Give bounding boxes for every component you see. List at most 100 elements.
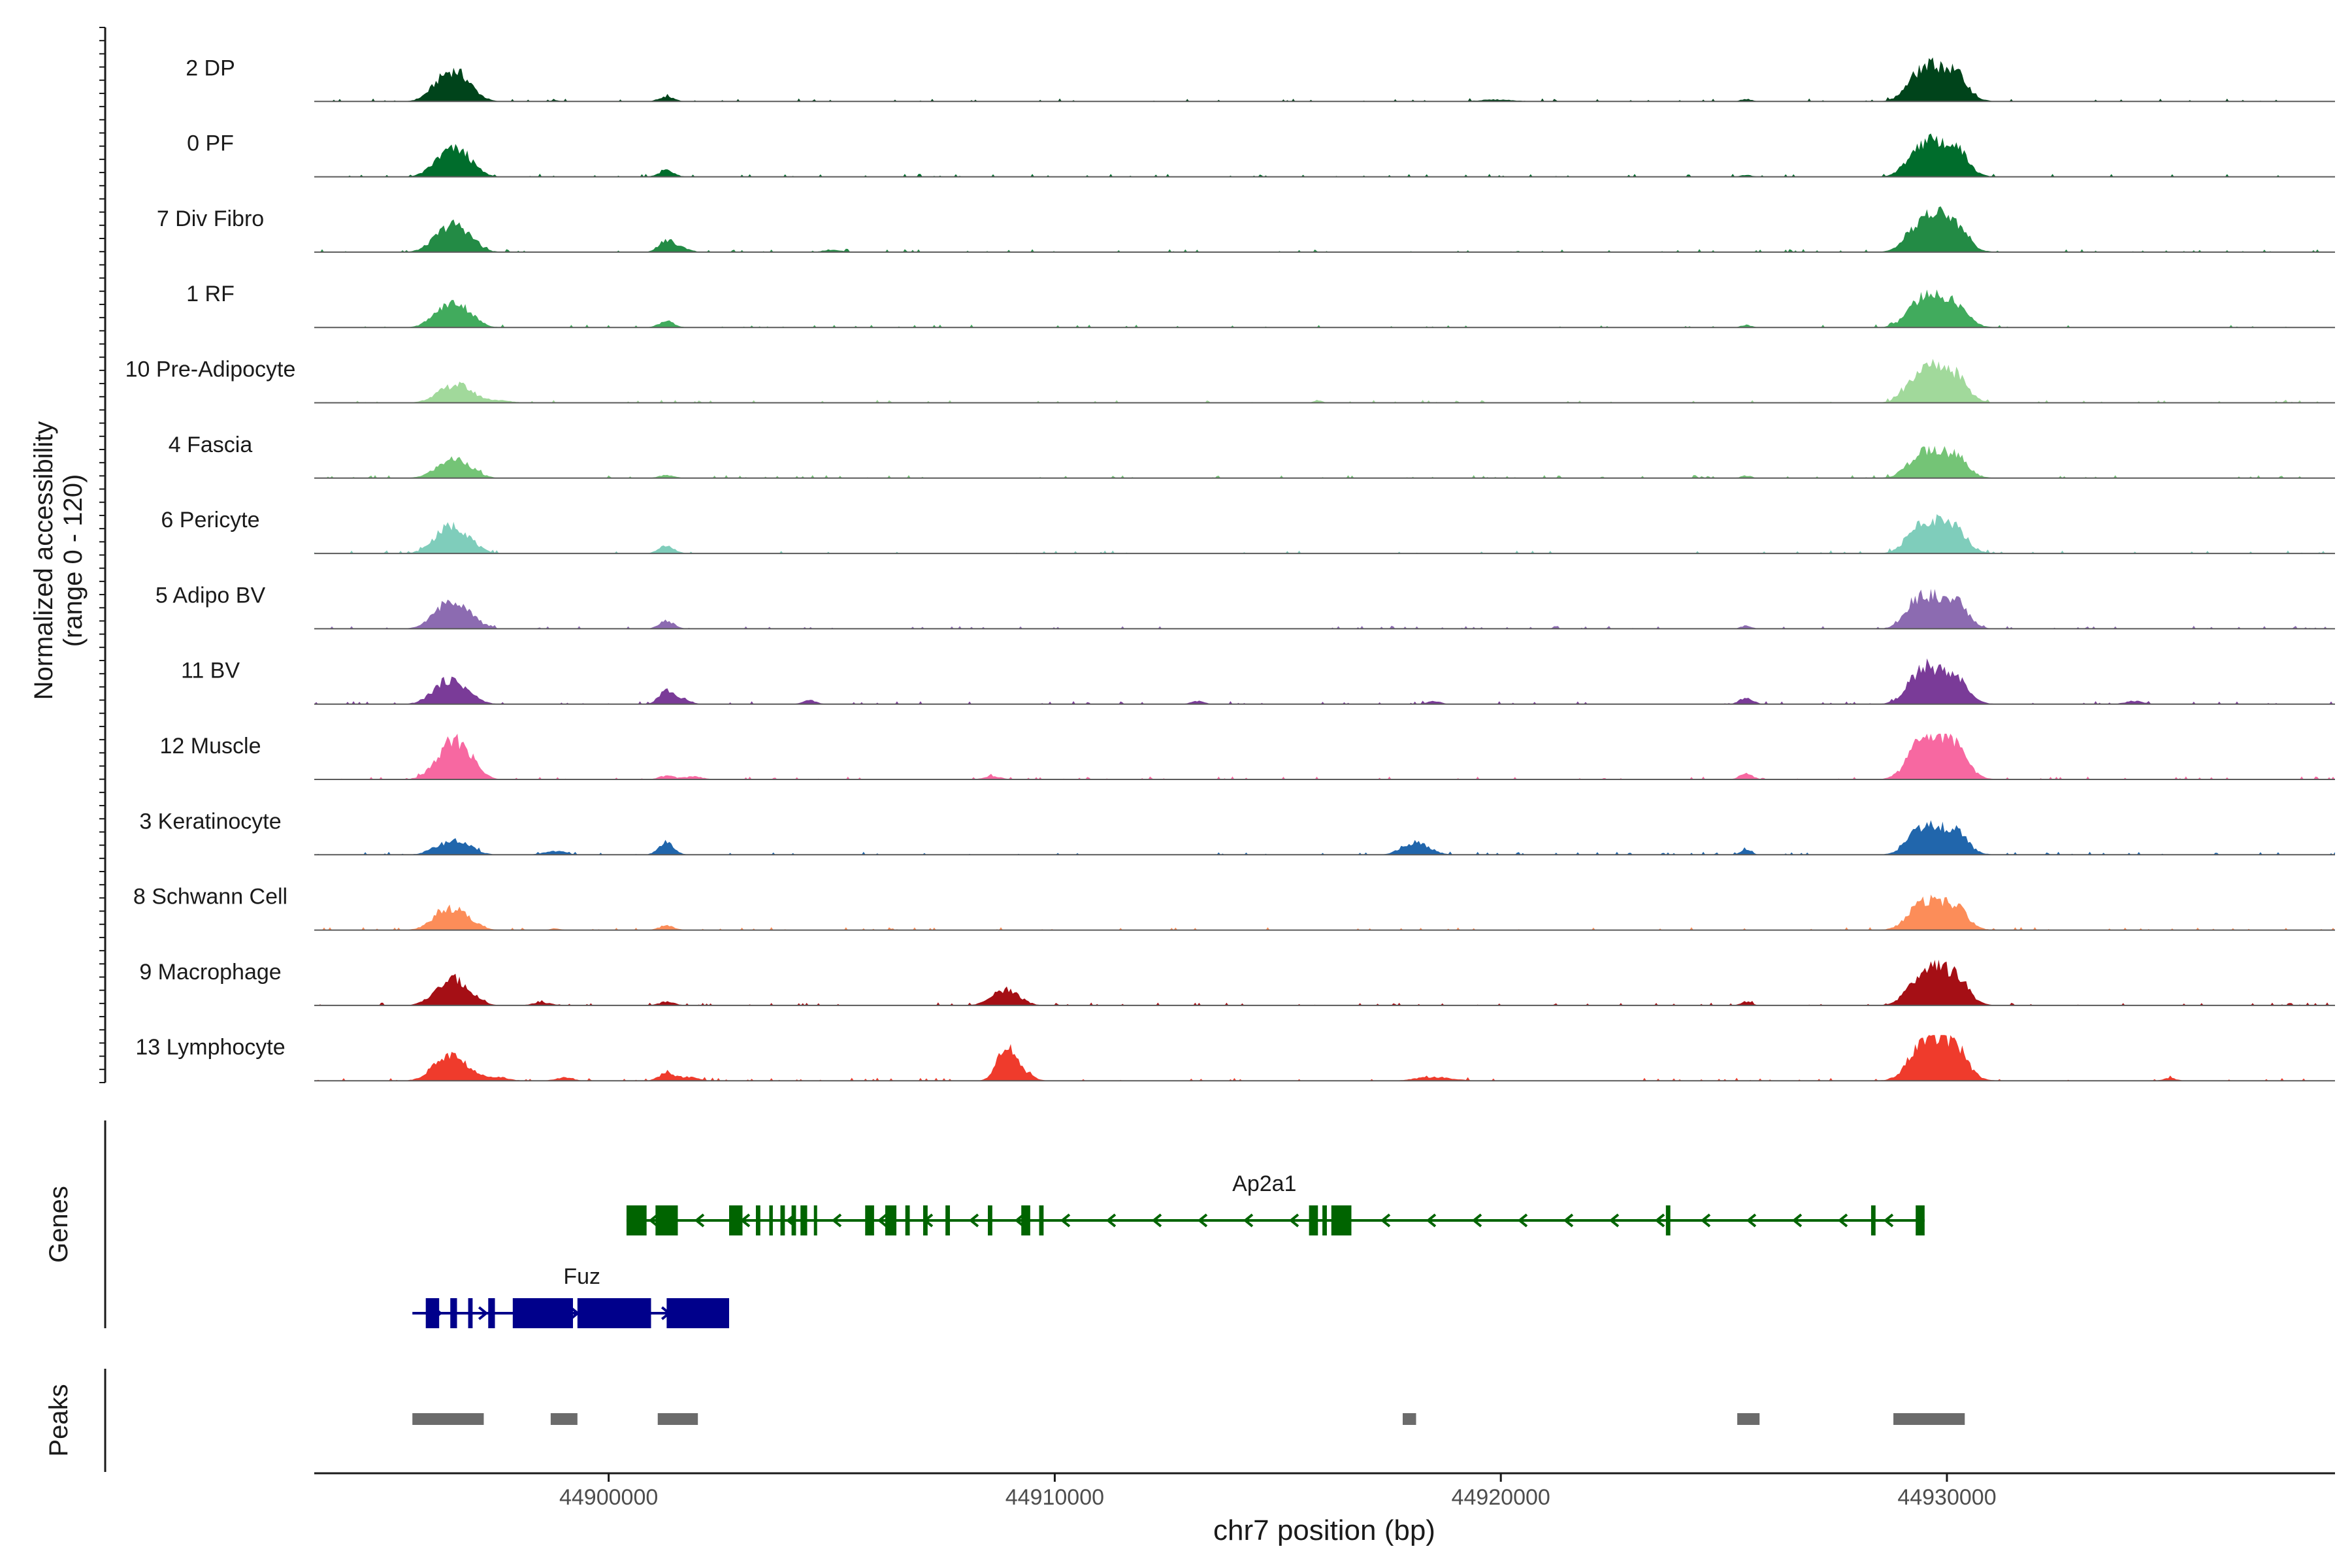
track-label: 6 Pericyte [161, 508, 259, 532]
track-10: 3 Keratinocyte [139, 809, 2335, 856]
track-signal [314, 589, 2335, 629]
exon [1665, 1205, 1671, 1235]
exon [791, 1205, 796, 1235]
track-label: 0 PF [187, 131, 234, 156]
track-8: 11 BV [181, 658, 2335, 705]
track-2: 7 Div Fibro [157, 206, 2335, 253]
accessibility-tracks: 2 DP 0 PF 7 Div Fibro 1 RF 10 Pre-Adipocyte 4… [125, 56, 2335, 1082]
strand-arrow [1197, 1213, 1208, 1228]
gene-label: Ap2a1 [1232, 1171, 1296, 1196]
strand-arrow [1380, 1213, 1391, 1228]
exon [885, 1205, 897, 1235]
track-label: 5 Adipo BV [155, 583, 266, 608]
track-signal [314, 514, 2335, 554]
track-signal [314, 446, 2335, 478]
track-label: 1 RF [186, 282, 235, 306]
track-0: 2 DP [186, 56, 2335, 103]
gene-ap2a1: Ap2a1 [626, 1171, 1925, 1235]
track-signal [314, 658, 2335, 704]
exon [488, 1298, 495, 1328]
track-signal [314, 894, 2335, 930]
genes-panel-label: Genes [44, 1186, 73, 1263]
track-6: 6 Pericyte [161, 508, 2335, 555]
track-signal [314, 820, 2335, 855]
y-axis-range: (range 0 - 120) [59, 474, 88, 647]
exon [1916, 1205, 1925, 1235]
x-tick-label: 44930000 [1897, 1485, 1996, 1510]
exon [780, 1205, 785, 1235]
track-label: 11 BV [181, 659, 240, 683]
exon [655, 1205, 678, 1235]
x-tick-label: 44920000 [1452, 1485, 1550, 1510]
track-13: 13 Lymphocyte [135, 1035, 2335, 1082]
gene-annotation-track: Ap2a1 Fuz [412, 1171, 1925, 1328]
strand-arrow [1746, 1213, 1757, 1228]
strand-arrow [1791, 1213, 1803, 1228]
track-label: 4 Fascia [169, 433, 253, 457]
track-signal [314, 289, 2335, 328]
strand-arrow [1517, 1213, 1528, 1228]
track-label: 7 Div Fibro [157, 206, 264, 231]
exon [468, 1298, 473, 1328]
exon [945, 1205, 950, 1235]
exon [1309, 1205, 1318, 1235]
strand-arrow [1426, 1213, 1437, 1228]
track-signal [314, 359, 2335, 403]
peaks-panel-label: Peaks [44, 1384, 73, 1456]
gene-label: Fuz [563, 1264, 600, 1289]
strand-arrow [1060, 1213, 1071, 1228]
strand-arrow [1243, 1213, 1254, 1228]
track-signal [314, 1035, 2335, 1081]
exon [1322, 1205, 1327, 1235]
exon [626, 1205, 647, 1235]
strand-arrow [1609, 1213, 1620, 1228]
strand-arrow [648, 1213, 659, 1228]
exon [988, 1205, 992, 1235]
strand-arrow [1837, 1213, 1848, 1228]
strand-arrow [1563, 1213, 1574, 1228]
track-signal [314, 206, 2335, 252]
track-signal [314, 57, 2335, 102]
strand-arrow [968, 1213, 979, 1228]
track-signal [314, 734, 2335, 779]
peak-region [1402, 1413, 1416, 1425]
strand-arrow [1105, 1213, 1117, 1228]
exon [450, 1298, 457, 1328]
track-signal [314, 133, 2335, 177]
exon [425, 1298, 440, 1328]
track-12: 9 Macrophage [139, 959, 2335, 1006]
peak-region [1893, 1413, 1965, 1425]
exon [512, 1298, 574, 1328]
strand-arrow [1654, 1213, 1665, 1228]
exon [769, 1205, 773, 1235]
strand-arrow [1288, 1213, 1299, 1228]
track-label: 12 Muscle [160, 734, 261, 759]
x-tick-label: 44900000 [559, 1485, 658, 1510]
x-tick-label: 44910000 [1005, 1485, 1104, 1510]
track-signal [314, 959, 2335, 1005]
track-7: 5 Adipo BV [155, 583, 2335, 630]
track-label: 13 Lymphocyte [135, 1035, 285, 1060]
strand-arrow [478, 1306, 489, 1320]
track-label: 2 DP [186, 56, 235, 80]
track-label: 9 Macrophage [139, 960, 281, 985]
exon [813, 1205, 817, 1235]
track-11: 8 Schwann Cell [133, 885, 2335, 931]
peak-region [657, 1413, 698, 1425]
exon [728, 1205, 743, 1235]
x-axis-title: chr7 position (bp) [1213, 1514, 1435, 1546]
exon [577, 1298, 651, 1328]
exon [1039, 1205, 1044, 1235]
strand-arrow [831, 1213, 842, 1228]
exon [1021, 1205, 1030, 1235]
peak-region [412, 1413, 484, 1425]
track-9: 12 Muscle [160, 734, 2335, 780]
exon [1870, 1205, 1876, 1235]
strand-arrow [1883, 1213, 1894, 1228]
strand-arrow [1471, 1213, 1482, 1228]
exon [800, 1205, 808, 1235]
exon [1331, 1205, 1352, 1235]
exon [905, 1205, 910, 1235]
y-axis-title-group: Normalized accessibility (range 0 - 120) [29, 421, 88, 700]
exon [923, 1205, 928, 1235]
